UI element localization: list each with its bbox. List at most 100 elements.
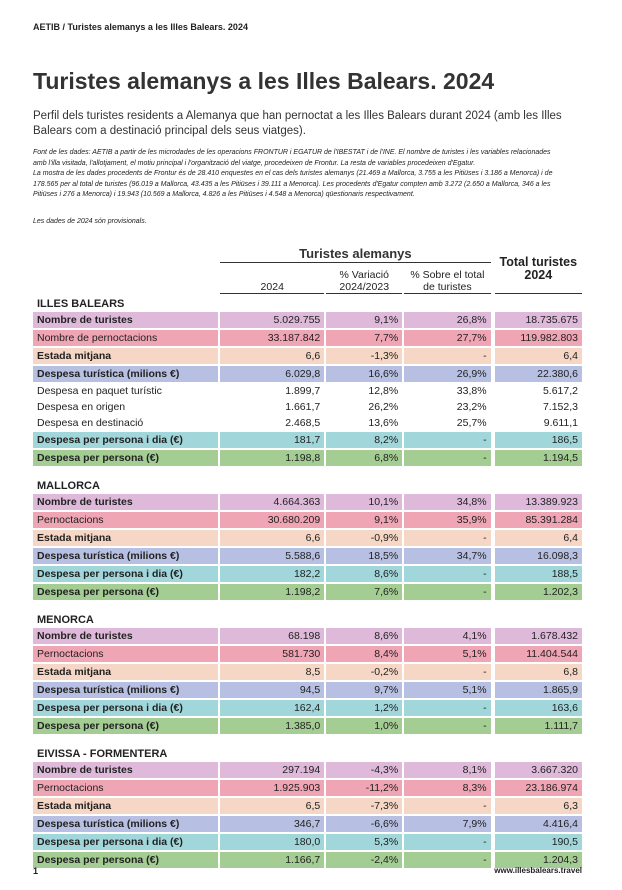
cell-value: 186,5 [494,432,582,448]
table-row: Estada mitjana 8,5 -0,2% -6,8 [33,664,582,680]
row-label: Despesa per persona i dia (€) [33,432,219,448]
section-row: ILLES BALEARS [33,296,582,310]
cell-value: 18,5% [326,548,403,564]
cell-value: 8,4% [326,646,403,662]
row-label: Despesa en origen [37,401,126,413]
cell-value: - [404,700,491,716]
section-title: ILLES BALEARS [37,298,125,310]
cell-value: 7,9% [404,816,491,832]
cell-value: 12,8% [368,385,399,397]
column-header: % Variació 2024/2023 [326,265,403,294]
table-row: Despesa en origen 1.661,7 26,2% 23,2% 7.152,… [33,400,582,414]
table-row: Despesa per persona (€) 1.385,0 1,0% -1.111… [33,718,582,734]
table-row: Despesa per persona (€) 1.198,2 7,6% -1.202… [33,584,582,600]
column-header: 2024 [220,265,325,294]
cell-value: 26,9% [404,366,491,382]
cell-value: 1.204,3 [494,852,582,868]
cell-value: 5.617,2 [542,385,578,397]
cell-value: 7,6% [326,584,403,600]
cell-value: 6,5 [220,798,325,814]
cell-value: - [404,852,491,868]
column-header: Total turistes 2024 [494,244,582,294]
table-row: Despesa en destinació 2.468,5 13,6% 25,7% 9.… [33,416,582,430]
cell-value: 1.166,7 [220,852,325,868]
cell-value: 94,5 [220,682,325,698]
cell-value: -1,3% [326,348,403,364]
cell-value: 181,7 [220,432,325,448]
cell-value: 23,2% [456,401,487,413]
section-title: MENORCA [37,614,94,626]
cell-value: 6,4 [494,530,582,546]
cell-value: 3.667.320 [494,762,582,778]
blank [33,244,218,263]
section-title: MALLORCA [37,480,100,492]
title: Turistes alemanys a les Illes Balears. 2… [33,68,495,94]
cell-value: 5,1% [404,682,491,698]
blank [33,265,218,294]
cell-value: 2.468,5 [285,417,321,429]
cell-value: 1,2% [326,700,403,716]
cell-value: 5.588,6 [220,548,325,564]
table-row: Despesa turística (milions €) 6.029,8 16,6… [33,366,582,382]
cell-value: 26,8% [404,312,491,328]
table-row: Despesa turística (milions €) 346,7 -6,6% 7… [33,816,582,832]
cell-value: -11,2% [326,780,403,796]
table-row: Despesa en paquet turístic 1.899,7 12,8% 33… [33,384,582,398]
cell-value: 7,7% [326,330,403,346]
cell-value: -2,4% [326,852,403,868]
row-label: Despesa per persona (€) [33,852,219,868]
cell-value: - [404,530,491,546]
section-row: EIVISSA - FORMENTERA [33,736,582,760]
cell-value: 16,6% [326,366,403,382]
cell-value: 25,7% [456,417,487,429]
column-header: % Sobre el total de turistes [404,265,491,294]
cell-value: 8,6% [326,628,403,644]
cell-value: 34,8% [404,494,491,510]
cell-value: 190,5 [494,834,582,850]
cell-value: - [404,450,491,466]
cell-value: 162,4 [220,700,325,716]
cell-value: 85.391.284 [494,512,582,528]
row-label: Nombre de turistes [33,762,219,778]
note: Les dades de 2024 són provisionals. [33,217,147,225]
table-row: Despesa per persona i dia (€) 180,0 5,3% -1… [33,834,582,850]
table-row: Nombre de pernoctacions 33.187.842 7,7% 27,… [33,330,582,346]
cell-value: 297.194 [220,762,325,778]
table-row: Estada mitjana 6,6 -1,3% -6,4 [33,348,582,364]
row-label: Nombre de turistes [33,494,219,510]
cell-value: 27,7% [404,330,491,346]
cell-value: - [404,834,491,850]
row-label: Estada mitjana [33,348,219,364]
cell-value: 180,0 [220,834,325,850]
table-row: Nombre de turistes 297.194 -4,3% 8,1% 3.667.… [33,762,582,778]
cell-value: 1.111,7 [494,718,582,734]
cell-value: 1.678.432 [494,628,582,644]
row-label: Despesa per persona i dia (€) [33,700,219,716]
cell-value: - [404,348,491,364]
subtitle: Perfil dels turistes residents a Alemany… [33,110,562,137]
cell-value: 1,0% [326,718,403,734]
cell-value: -7,3% [326,798,403,814]
cell-value: 1.925.903 [220,780,325,796]
row-label: Despesa turística (milions €) [33,366,219,382]
row-label: Despesa en destinació [37,417,144,429]
cell-value: 6,6 [220,348,325,364]
section-row: MENORCA [33,602,582,626]
row-label: Despesa per persona (€) [33,718,219,734]
cell-value: 6,4 [494,348,582,364]
notes: Font de les dades: AETIB a partir de les… [33,148,563,227]
cell-value: 188,5 [494,566,582,582]
cell-value: 9,1% [326,312,403,328]
table-row: Despesa turística (milions €) 94,5 9,7% 5,1… [33,682,582,698]
cell-value: 5,3% [326,834,403,850]
cell-value: 6,3 [494,798,582,814]
table-row: Nombre de turistes 5.029.755 9,1% 26,8% 18.7… [33,312,582,328]
row-label: Nombre de turistes [33,312,219,328]
cell-value: 8,2% [326,432,403,448]
cell-value: 30.680.209 [220,512,325,528]
cell-value: 346,7 [220,816,325,832]
cell-value: - [404,664,491,680]
cell-value: 8,3% [404,780,491,796]
row-label: Despesa turística (milions €) [33,548,219,564]
cell-value: 11.404.544 [494,646,582,662]
